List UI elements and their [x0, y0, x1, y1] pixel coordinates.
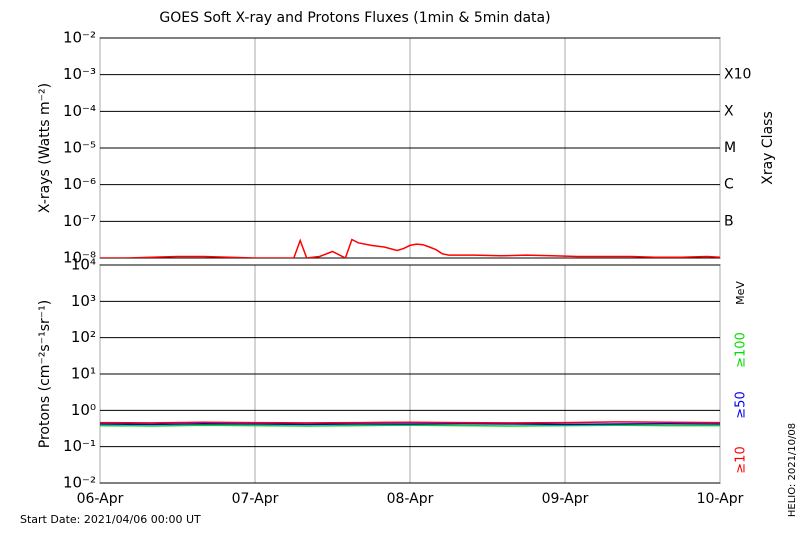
y2-tick-label: B — [724, 213, 734, 229]
legend-entry: ≥100 — [734, 332, 749, 368]
y2-tick-label: M — [724, 140, 736, 156]
x-tick-label: 10-Apr — [697, 491, 744, 507]
y-axis-label: X-rays (Watts m⁻²) — [37, 83, 53, 213]
y-axis-label: Protons (cm⁻²s⁻¹sr⁻¹) — [37, 300, 53, 449]
y-tick-label: 10⁻⁴ — [63, 102, 96, 120]
y2-axis-label: Xray Class — [760, 111, 776, 185]
start-date: Start Date: 2021/04/06 00:00 UT — [20, 513, 201, 526]
data-line — [100, 238, 720, 258]
y-tick-label: 10⁰ — [71, 401, 96, 419]
y-tick-label: 10⁴ — [71, 256, 96, 274]
chart-title: GOES Soft X-ray and Protons Fluxes (1min… — [159, 10, 550, 26]
data-line — [100, 421, 720, 424]
y2-tick-label: C — [724, 177, 734, 193]
y-tick-label: 10⁻² — [63, 474, 96, 492]
y-tick-label: 10² — [71, 328, 96, 346]
y-tick-label: 10⁻³ — [63, 65, 96, 83]
legend-unit: MeV — [734, 281, 747, 305]
data-line — [100, 422, 720, 426]
y2-tick-label: X — [724, 103, 734, 119]
y-tick-label: 10⁻⁸ — [63, 249, 96, 267]
legend-entry: ≥50 — [734, 391, 749, 418]
y-tick-label: 10⁻² — [63, 29, 96, 47]
credit: HELIO: 2021/10/08 — [787, 423, 798, 517]
data-line — [100, 424, 720, 427]
x-tick-label: 09-Apr — [542, 491, 589, 507]
y-tick-label: 10⁻¹ — [63, 437, 96, 455]
legend-entry: ≥10 — [734, 446, 749, 473]
y-tick-label: 10¹ — [71, 365, 96, 383]
x-tick-label: 06-Apr — [77, 491, 124, 507]
y2-tick-label: X10 — [724, 67, 751, 83]
x-tick-label: 07-Apr — [232, 491, 279, 507]
y-tick-label: 10⁻⁶ — [63, 175, 96, 193]
y-tick-label: 10³ — [71, 292, 96, 310]
y-tick-label: 10⁻⁷ — [63, 212, 96, 230]
x-tick-label: 08-Apr — [387, 491, 434, 507]
y-tick-label: 10⁻⁵ — [63, 139, 96, 157]
